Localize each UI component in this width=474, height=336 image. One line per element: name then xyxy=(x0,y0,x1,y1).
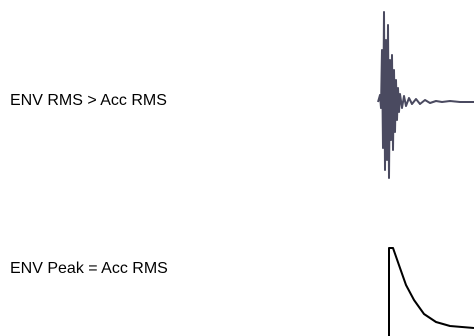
vibration-waveform xyxy=(377,11,474,179)
row-label-env-peak: ENV Peak = Acc RMS xyxy=(10,260,168,277)
envelope-peak-curve xyxy=(388,247,474,336)
row-label-env-rms: ENV RMS > Acc RMS xyxy=(10,92,167,109)
